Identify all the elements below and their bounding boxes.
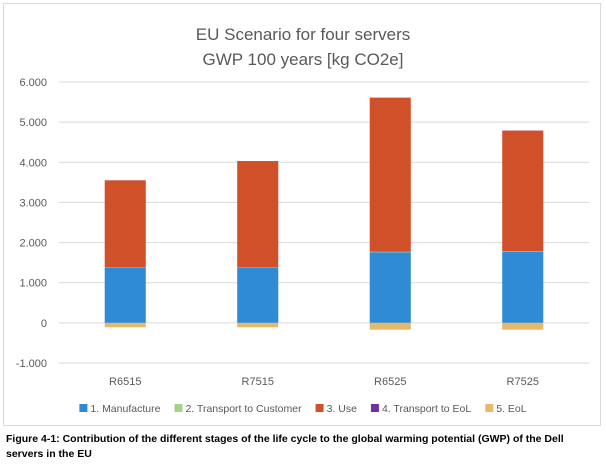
bar-segment-r6525-series-5 <box>369 322 411 330</box>
x-tick-label: R6525 <box>374 376 406 388</box>
legend-swatch <box>315 404 324 412</box>
chart-frame: EU Scenario for four servers GWP 100 yea… <box>3 3 601 426</box>
gwp-stacked-bar-chart: EU Scenario for four servers GWP 100 yea… <box>16 25 589 415</box>
chart-title-line2: GWP 100 years [kg CO2e] <box>203 50 404 69</box>
bar-segment-r7515-series-3 <box>237 161 279 268</box>
x-tick-label: R7515 <box>242 376 274 388</box>
bar-segment-r6515-series-1 <box>104 267 146 323</box>
legend: 1. Manufacture 2. Transport to Customer 3.… <box>79 403 527 415</box>
bar-segment-r7515-series-1 <box>237 267 279 323</box>
y-tick-label: 5.000 <box>19 117 47 129</box>
legend-label: 5. EoL <box>496 403 527 415</box>
x-axis-tick-labels: R6515 R7515 R6525 R7525 <box>109 376 539 388</box>
bar-segment-r6515-series-3 <box>104 180 146 268</box>
y-tick-label: 1.000 <box>19 278 47 290</box>
bar-segment-r7525-series-1 <box>502 251 544 323</box>
legend-item: 3. Use <box>315 403 358 415</box>
chart-title-line1: EU Scenario for four servers <box>196 25 410 44</box>
y-tick-label: 3.000 <box>19 197 47 209</box>
bar-segment-r7525-series-3 <box>502 130 544 252</box>
legend-item: 5. EoL <box>485 403 527 415</box>
x-tick-label: R6515 <box>109 376 141 388</box>
bar-segment-r6525-series-1 <box>369 252 411 323</box>
y-tick-label: 0 <box>41 318 47 330</box>
legend-label: 1. Manufacture <box>90 403 160 415</box>
legend-label: 2. Transport to Customer <box>185 403 302 415</box>
bar-segment-r6515-series-5 <box>104 322 146 328</box>
bars <box>104 97 544 330</box>
y-axis-tick-labels: -1.000 0 1.000 2.000 3.000 4.000 5.000 6.000 <box>16 77 47 370</box>
legend-item: 4. Transport to EoL <box>370 403 471 415</box>
legend-label: 4. Transport to EoL <box>382 403 471 415</box>
x-tick-label: R7525 <box>507 376 539 388</box>
legend-swatch <box>174 404 183 412</box>
legend-swatch <box>485 404 494 412</box>
bar-segment-r7525-series-5 <box>502 322 544 330</box>
legend-label: 3. Use <box>327 403 358 415</box>
legend-item: 1. Manufacture <box>79 403 161 415</box>
legend-swatch <box>79 404 88 412</box>
y-tick-label: 6.000 <box>19 77 47 89</box>
gridlines <box>59 81 589 364</box>
bar-segment-r6525-series-3 <box>369 97 411 252</box>
legend-item: 2. Transport to Customer <box>174 403 302 415</box>
y-tick-label: 2.000 <box>19 238 47 250</box>
bar-segment-r7515-series-5 <box>237 322 279 328</box>
y-tick-label: -1.000 <box>16 358 47 370</box>
y-tick-label: 4.000 <box>19 157 47 169</box>
legend-swatch <box>370 404 379 412</box>
figure-caption: Figure 4-1: Contribution of the differen… <box>6 433 564 460</box>
